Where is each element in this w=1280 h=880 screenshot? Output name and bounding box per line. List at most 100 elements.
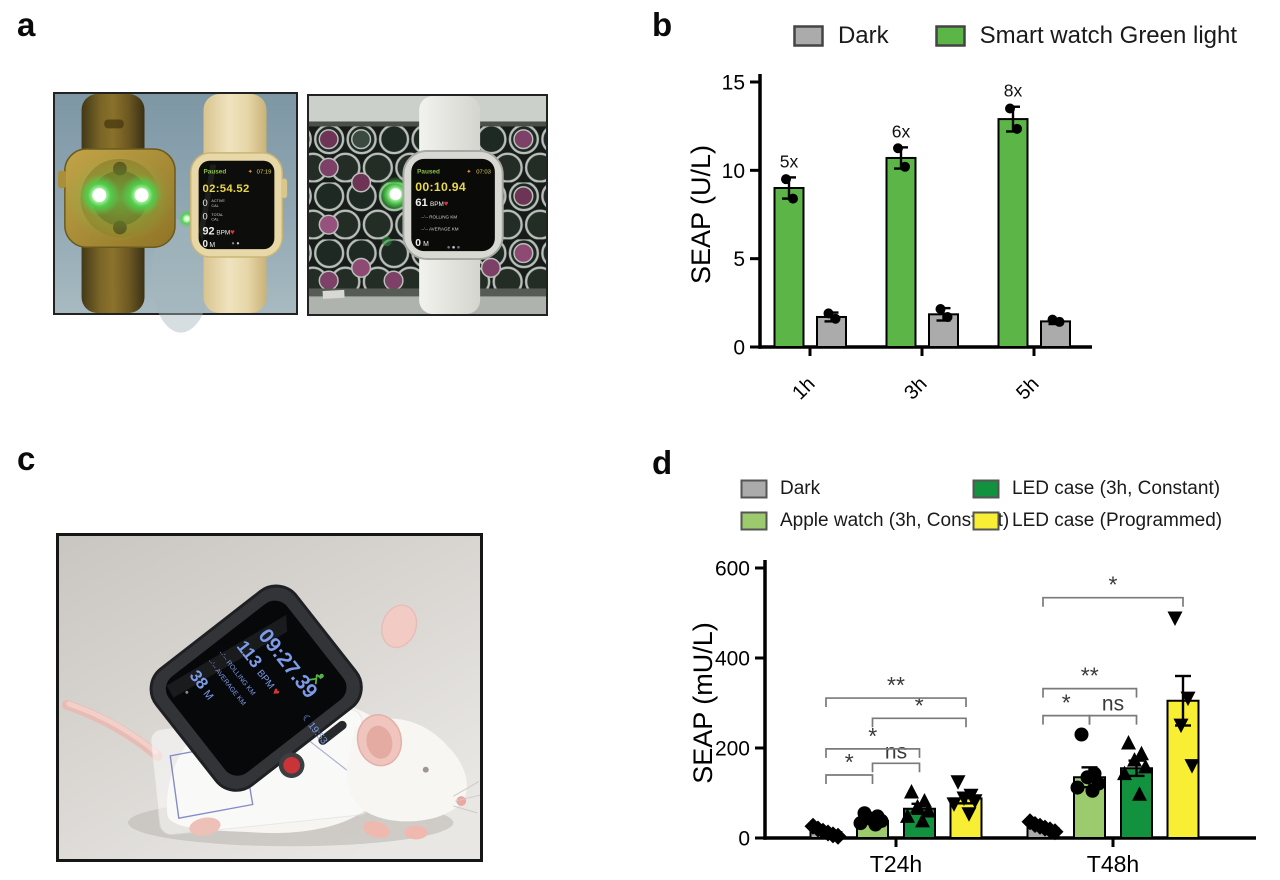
- panel-d: Dark Apple watch (3h, Constant) LED case…: [640, 440, 1280, 880]
- y-axis-label: SEAP (U/L): [686, 145, 716, 284]
- side-button: [318, 720, 347, 745]
- workout-screen-text: Paused ✦ 07:03 00:10.94 61 BPM ♥ --'-- R…: [415, 169, 491, 250]
- chart-b: 0 5 10 15 SEAP (U/L) 1h 3h 5h 5x 6x 8x: [686, 72, 1092, 404]
- runner-icon: [308, 673, 324, 685]
- panel-label-b: b: [652, 6, 673, 43]
- heart-rate-unit: BPM: [430, 201, 444, 208]
- legend-swatch-dark: [793, 25, 824, 47]
- significance-label: *: [868, 723, 877, 749]
- x-category-label: 5h: [1012, 373, 1043, 404]
- significance-label: ns: [885, 740, 907, 763]
- apple-watch-front: Paused ✦ 07:03 00:10.94 61 BPM ♥ --'-- R…: [402, 150, 504, 260]
- data-point-circle: [935, 304, 946, 315]
- y-tick-label: 0: [733, 337, 745, 360]
- legend-swatch-apple-watch: [740, 511, 768, 531]
- data-point-circle: [900, 161, 910, 172]
- legend-item-led-constant: LED case (3h, Constant): [972, 478, 1220, 500]
- legend-swatch-led-programmed: [972, 511, 1000, 531]
- y-tick-label: 0: [738, 828, 750, 851]
- data-point-circle: [1074, 727, 1089, 742]
- significance-label: *: [1109, 572, 1118, 598]
- bar: [773, 187, 805, 348]
- x-category-label: T24h: [870, 851, 922, 877]
- y-axis-label: SEAP (mU/L): [688, 622, 718, 784]
- legend-item-green-light: Smart watch Green light: [934, 22, 1238, 50]
- screen-glare: [166, 614, 288, 698]
- status-label: Paused: [417, 169, 440, 176]
- digital-crown-red: [283, 756, 301, 774]
- data-point-triangle-down: [961, 807, 977, 822]
- data-point-diamond: [829, 827, 847, 845]
- fold-change-label: 8x: [1004, 81, 1023, 101]
- data-point-triangle-down: [1180, 691, 1196, 707]
- y-tick-label: 15: [722, 72, 745, 95]
- data-point-circle: [788, 193, 798, 204]
- heart-icon: ♥: [444, 199, 449, 208]
- data-point-triangle-down: [1184, 759, 1200, 774]
- panel-label-a: a: [17, 6, 36, 43]
- timer-readout: 02:54.52: [203, 183, 250, 195]
- status-label: Paused: [204, 169, 227, 176]
- legend-swatch-green-light: [934, 25, 966, 47]
- clock-readout: 07:03: [476, 170, 491, 176]
- mouse-front-paw: [362, 821, 390, 838]
- legend-label-green-light: Smart watch Green light: [979, 22, 1238, 49]
- significance-bracket: [825, 748, 921, 758]
- legend-swatch-dark: [740, 479, 768, 499]
- data-point-circle: [1012, 123, 1022, 134]
- legend-label-dark: Dark: [837, 22, 889, 49]
- data-point-triangle-up: [915, 812, 930, 828]
- significance-bracket: [1042, 596, 1184, 607]
- significance-label: *: [845, 749, 854, 775]
- active-cal-label-2: CAL: [211, 204, 218, 208]
- y-tick-label: 200: [715, 738, 750, 761]
- timer-readout: 00:10.94: [415, 180, 466, 194]
- significance-label: **: [887, 672, 905, 698]
- data-point-circle: [830, 313, 841, 324]
- data-point-triangle-up: [1121, 735, 1136, 750]
- data-point-triangle-up: [1138, 758, 1153, 774]
- data-point-circle: [893, 143, 903, 154]
- mouse-eye: [422, 766, 429, 773]
- distance-value: 0: [415, 238, 421, 249]
- panel-label-d: d: [652, 444, 673, 481]
- mouse-hind-paw: [189, 817, 221, 836]
- significance-bracket: [1088, 714, 1138, 725]
- data-point-triangle-down: [950, 775, 966, 790]
- data-point-circle: [781, 174, 791, 185]
- legend-item-dark: Dark: [793, 22, 889, 50]
- mouse-nose: [456, 796, 467, 806]
- photo-watches-benchtop-art: Paused ✦ 07:19 02:54.52 0 ACTIVE CAL 0 T…: [55, 94, 296, 333]
- plate-label-tag: [322, 289, 345, 299]
- data-point-triangle-up: [904, 784, 919, 799]
- bar: [1040, 320, 1071, 348]
- legend-item-dark: Dark: [740, 478, 820, 500]
- distance-unit: M: [209, 242, 215, 249]
- clock-readout: 07:19: [257, 170, 272, 176]
- bar: [997, 118, 1029, 348]
- heart-rate-unit: BPM: [216, 229, 230, 236]
- green-reflection-1: [381, 236, 392, 247]
- data-point-circle: [1054, 316, 1065, 327]
- data-point-triangle-up: [1117, 765, 1132, 781]
- data-point-circle: [942, 311, 953, 322]
- data-point-triangle-down: [1173, 718, 1189, 734]
- y-tick-label: 5: [733, 248, 745, 271]
- data-point-circle: [868, 817, 883, 832]
- data-point-triangle-up: [1132, 786, 1147, 801]
- watch-back-sensor: [57, 148, 176, 248]
- photo-watch-on-mouse-art: 09:27.39 113 BPM ♥ --'-- ROLLING KM --'-…: [59, 536, 481, 859]
- y-tick-label: 400: [715, 648, 750, 671]
- panel-b: Dark Smart watch Green light 0 5 10 15 SEAP …: [640, 0, 1280, 440]
- legend-item-led-programmed: LED case (Programmed): [972, 510, 1222, 532]
- workout-screen-text: Paused ✦ 07:19 02:54.52 0 ACTIVE CAL 0 T…: [203, 169, 272, 251]
- data-point-triangle-down: [946, 797, 962, 812]
- data-point-triangle-down: [967, 794, 983, 809]
- significance-bracket: [871, 762, 921, 773]
- x-category-label: 3h: [900, 373, 931, 404]
- data-point-circle: [1070, 780, 1085, 795]
- data-point-triangle-up: [1134, 745, 1149, 761]
- data-point-circle: [1080, 770, 1095, 785]
- mouse-ear-top: [381, 604, 418, 649]
